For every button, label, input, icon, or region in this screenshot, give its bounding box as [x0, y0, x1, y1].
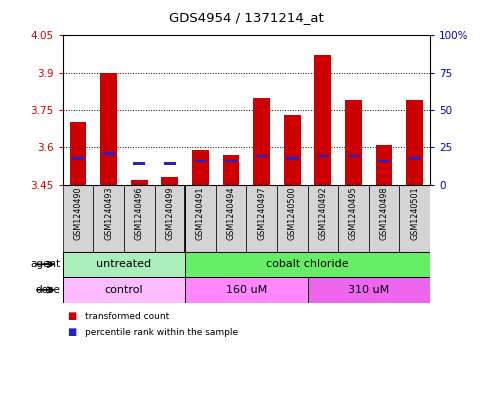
Text: ■: ■: [68, 311, 77, 321]
Bar: [256, 155, 268, 157]
Text: GSM1240499: GSM1240499: [165, 187, 174, 241]
Bar: [317, 155, 328, 157]
Bar: [192, 150, 209, 185]
Text: transformed count: transformed count: [85, 312, 169, 321]
Text: GSM1240501: GSM1240501: [410, 187, 419, 240]
Text: 310 uM: 310 uM: [348, 285, 389, 295]
Bar: [185, 252, 430, 277]
Text: ■: ■: [68, 327, 77, 337]
Bar: [253, 97, 270, 185]
Text: GSM1240494: GSM1240494: [227, 187, 236, 240]
Bar: [348, 155, 359, 157]
Bar: [63, 277, 185, 303]
Text: agent: agent: [30, 259, 60, 269]
Bar: [338, 185, 369, 252]
Bar: [63, 185, 93, 252]
Bar: [286, 157, 298, 160]
Bar: [223, 155, 240, 185]
Text: GSM1240492: GSM1240492: [318, 187, 327, 241]
Text: percentile rank within the sample: percentile rank within the sample: [85, 328, 238, 336]
Bar: [103, 152, 114, 155]
Bar: [409, 157, 420, 160]
Bar: [345, 100, 362, 185]
Bar: [131, 180, 148, 185]
Text: GSM1240493: GSM1240493: [104, 187, 113, 240]
Bar: [72, 157, 84, 160]
Bar: [155, 185, 185, 252]
Bar: [185, 277, 308, 303]
Bar: [308, 185, 338, 252]
Bar: [161, 177, 178, 185]
Bar: [284, 115, 300, 185]
Text: GSM1240496: GSM1240496: [135, 187, 144, 240]
Text: cobalt chloride: cobalt chloride: [266, 259, 349, 269]
Bar: [195, 160, 206, 162]
Text: GDS4954 / 1371214_at: GDS4954 / 1371214_at: [169, 11, 324, 24]
Bar: [277, 185, 308, 252]
Bar: [314, 55, 331, 185]
Text: GSM1240495: GSM1240495: [349, 187, 358, 241]
Text: GSM1240491: GSM1240491: [196, 187, 205, 240]
Text: control: control: [105, 285, 143, 295]
Bar: [185, 185, 216, 252]
Text: GSM1240498: GSM1240498: [380, 187, 388, 240]
Bar: [308, 277, 430, 303]
Bar: [164, 162, 176, 165]
Bar: [100, 73, 117, 185]
Text: GSM1240500: GSM1240500: [288, 187, 297, 240]
Bar: [63, 252, 185, 277]
Bar: [376, 145, 392, 185]
Bar: [406, 100, 423, 185]
Bar: [133, 162, 145, 165]
Text: 160 uM: 160 uM: [226, 285, 267, 295]
Bar: [124, 185, 155, 252]
Bar: [378, 160, 390, 162]
Text: GSM1240490: GSM1240490: [73, 187, 83, 240]
Bar: [93, 185, 124, 252]
Text: untreated: untreated: [97, 259, 152, 269]
Bar: [216, 185, 246, 252]
Bar: [369, 185, 399, 252]
Text: dose: dose: [35, 285, 60, 295]
Bar: [246, 185, 277, 252]
Bar: [399, 185, 430, 252]
Bar: [70, 123, 86, 185]
Bar: [225, 160, 237, 162]
Text: GSM1240497: GSM1240497: [257, 187, 266, 241]
